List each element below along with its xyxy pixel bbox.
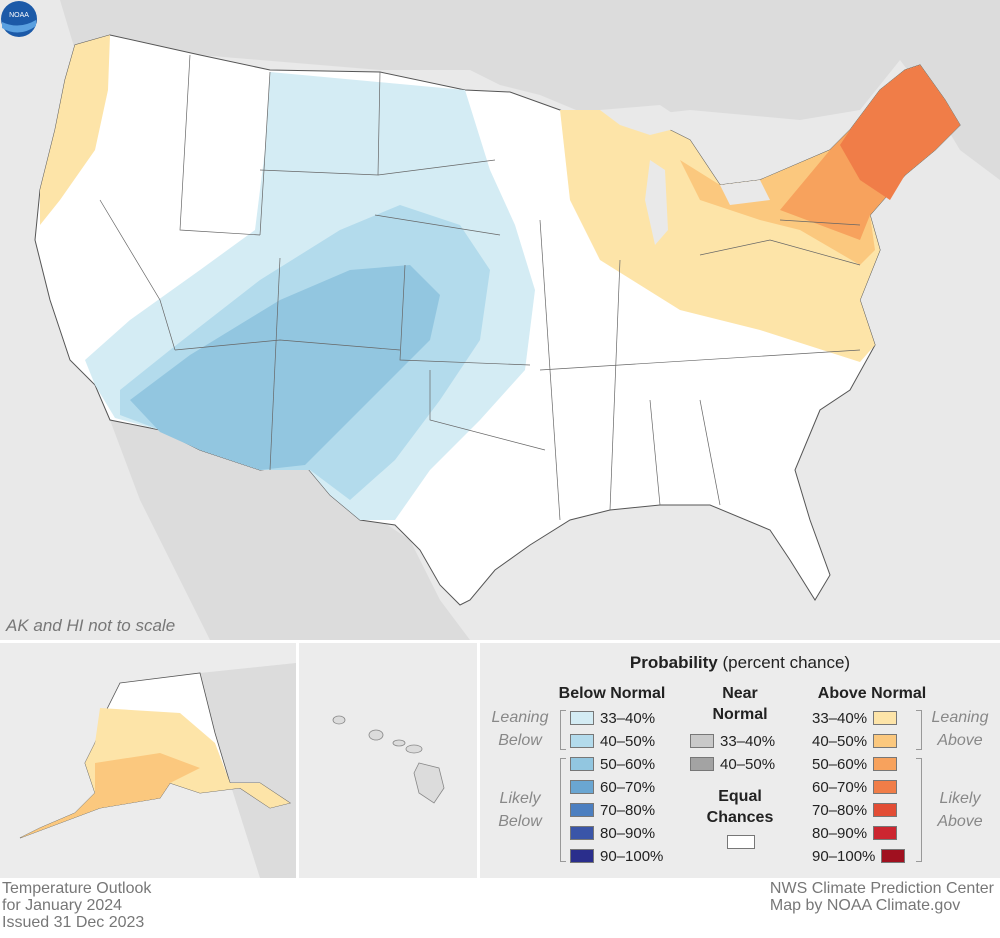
below-legend-row: 40–50% <box>570 732 661 750</box>
legend-swatch <box>873 734 898 748</box>
mexico-land <box>110 420 470 640</box>
legend-label: 50–60% <box>600 755 656 773</box>
below-legend-row: 33–40% <box>570 709 661 727</box>
canada-land <box>60 0 1000 180</box>
hawaii-islands <box>332 715 445 804</box>
legend-label: 40–50% <box>812 732 868 750</box>
legend-label: 33–40% <box>600 709 656 727</box>
above-33-40-northwest <box>40 35 110 225</box>
legend-title: Probability (percent chance) <box>480 653 1000 673</box>
legend-label: 80–90% <box>812 824 868 842</box>
below-legend-row: 80–90% <box>570 824 661 842</box>
legend-label: 50–60% <box>812 755 868 773</box>
legend: Probability (percent chance) Below Norma… <box>480 643 1000 878</box>
footer-credit: Map by NOAA Climate.gov <box>769 897 961 914</box>
above-legend-row: 60–70% <box>806 778 898 796</box>
below-legend-row: 60–70% <box>570 778 661 796</box>
leaning-below-label: Leaning Below <box>491 709 549 749</box>
legend-swatch <box>873 711 898 725</box>
above-legend-row: 50–60% <box>806 755 898 773</box>
hawaii-inset <box>299 643 477 878</box>
legend-label: 90–100% <box>812 847 876 865</box>
legend-swatch <box>881 849 906 863</box>
legend-swatch <box>570 757 594 771</box>
likely-above-bracket <box>916 758 922 862</box>
below-50-60-region <box>130 265 440 470</box>
above-legend-row: 40–50% <box>806 732 898 750</box>
likely-above-label: Likely Above <box>937 790 983 830</box>
legend-swatch <box>873 757 898 771</box>
leaning-above-label: Leaning Above <box>931 709 989 749</box>
footer-issued: Issued 31 Dec 2023 <box>2 914 145 931</box>
legend-swatch <box>570 849 594 863</box>
legend-swatch <box>570 711 594 725</box>
legend-title-main: Probability <box>629 653 718 672</box>
legend-swatch <box>690 757 714 771</box>
leaning-below-bracket <box>560 710 566 750</box>
noaa-logo-text: NOAA <box>9 12 29 19</box>
conus-map-svg <box>34 0 1000 640</box>
below-legend-row: 50–60% <box>570 755 661 773</box>
footer-title: Temperature Outlook <box>2 880 152 897</box>
legend-label: 90–100% <box>600 847 664 865</box>
scale-note: AK and HI not to scale <box>6 616 176 635</box>
footer-right: NWS Climate Prediction Center Map by NOA… <box>770 880 994 914</box>
below-normal-header: Below Normal <box>558 685 666 702</box>
legend-label: 33–40% <box>812 709 868 727</box>
footer-left: Temperature Outlook for January 2024 Iss… <box>2 880 151 931</box>
alaska-inset <box>0 643 296 878</box>
noaa-logo-icon: NOAA <box>1 1 37 37</box>
conus-map: AK and HI not to scale NOAA <box>0 0 1000 640</box>
above-60-70-east <box>840 65 960 200</box>
above-legend-row: 90–100% <box>806 847 906 865</box>
below-legend-row: 90–100% <box>570 847 669 865</box>
legend-swatch <box>570 826 594 840</box>
legend-label: 40–50% <box>600 732 656 750</box>
likely-below-bracket <box>560 758 566 862</box>
legend-title-suffix: (percent chance) <box>722 653 851 672</box>
legend-label: 70–80% <box>600 801 656 819</box>
equal-chances-label-1: Equal <box>718 788 762 805</box>
footer-source: NWS Climate Prediction Center <box>769 880 994 897</box>
footer-period: for January 2024 <box>2 897 123 914</box>
near-legend-row: 40–50% <box>690 755 781 773</box>
legend-swatch <box>570 734 594 748</box>
above-legend-row: 70–80% <box>806 801 898 819</box>
legend-swatch <box>873 826 898 840</box>
legend-label: 80–90% <box>600 824 656 842</box>
great-lakes <box>600 105 770 245</box>
near-legend-row: 33–40% <box>690 732 781 750</box>
alaska-map-svg <box>19 663 296 878</box>
near-normal-header-2: Normal <box>712 706 768 723</box>
state-lines <box>99 54 861 521</box>
near-normal-header-1: Near <box>722 685 758 702</box>
legend-swatch <box>690 734 714 748</box>
legend-label: 60–70% <box>600 778 656 796</box>
equal-chances-swatch <box>727 835 755 849</box>
legend-swatch <box>570 803 594 817</box>
alaska-above-40-50 <box>20 753 200 838</box>
canada-yukon-land <box>200 663 296 878</box>
below-legend-row: 70–80% <box>570 801 661 819</box>
leaning-above-bracket <box>916 710 922 750</box>
legend-label: 40–50% <box>720 755 776 773</box>
likely-below-label: Likely Below <box>498 790 542 830</box>
legend-label: 60–70% <box>812 778 868 796</box>
legend-label: 33–40% <box>720 732 776 750</box>
legend-swatch <box>873 803 898 817</box>
legend-swatch <box>570 780 594 794</box>
legend-label: 70–80% <box>812 801 868 819</box>
above-legend-row: 33–40% <box>806 709 898 727</box>
above-normal-header: Above Normal <box>817 685 927 702</box>
hawaii-map-svg <box>332 715 445 804</box>
equal-chances-label-2: Chances <box>706 809 774 826</box>
above-legend-row: 80–90% <box>806 824 898 842</box>
legend-swatch <box>873 780 898 794</box>
